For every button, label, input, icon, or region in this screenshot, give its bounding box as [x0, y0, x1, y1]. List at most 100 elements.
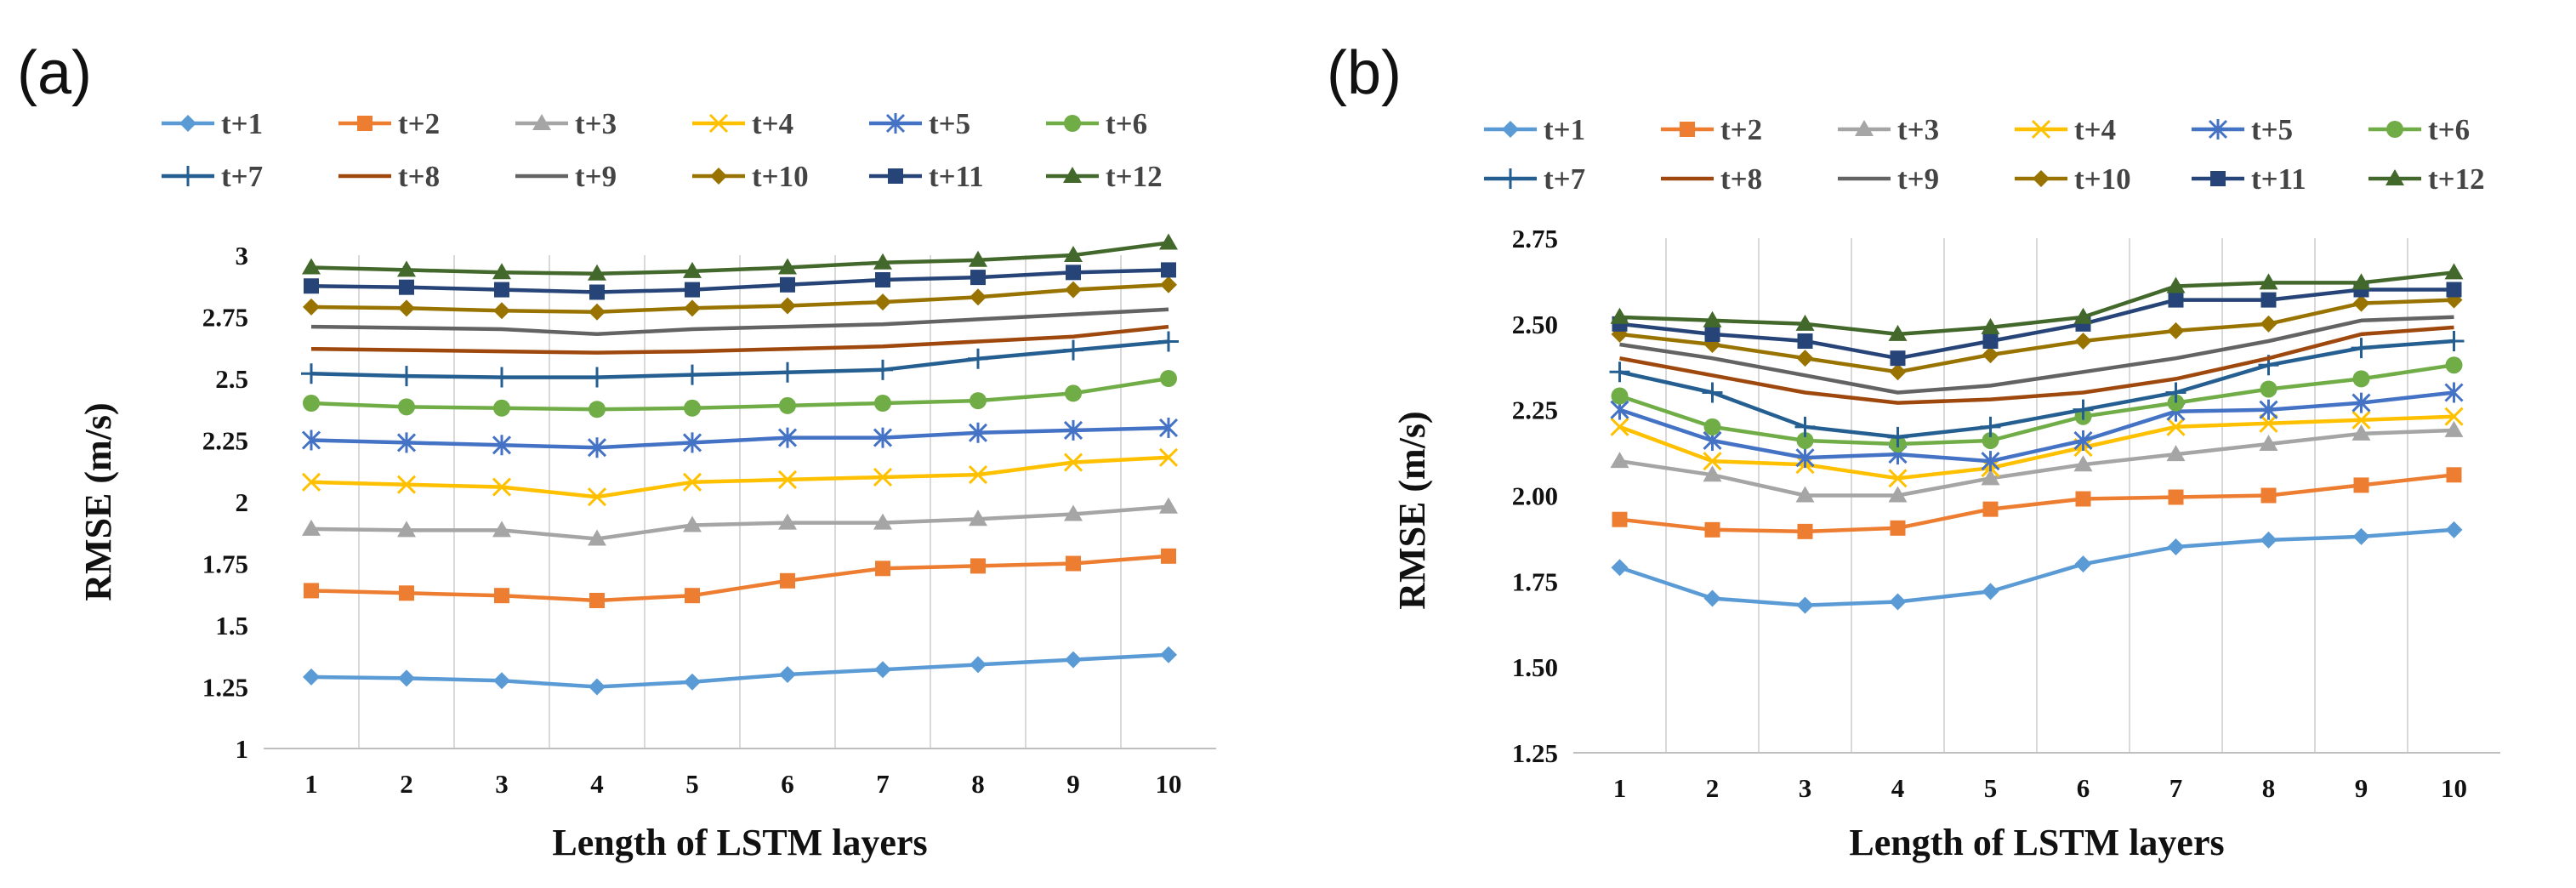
data-point	[588, 529, 606, 546]
series-line	[1618, 362, 2454, 447]
legend-marker	[888, 168, 903, 184]
data-point	[1703, 589, 1721, 607]
data-point	[1702, 382, 1723, 403]
data-point	[1159, 233, 1178, 250]
x-axis-title: Length of LSTM layers	[1849, 822, 2224, 863]
data-point	[970, 656, 987, 674]
legend-item: t+2	[338, 107, 440, 140]
legend-label: t+4	[752, 107, 793, 140]
series-tplus8	[310, 324, 1169, 355]
x-tick-label: 3	[1799, 773, 1812, 803]
data-point	[2260, 292, 2277, 308]
series-tplus2	[304, 548, 1176, 608]
series-tplus9	[310, 307, 1169, 337]
legend-label: t+7	[221, 160, 263, 193]
legend-label: t+2	[398, 107, 440, 140]
y-axis-title: RMSE (m/s)	[1391, 411, 1433, 609]
data-point	[1796, 350, 1814, 367]
data-point	[1797, 523, 1813, 539]
data-point	[1981, 451, 2000, 472]
data-point	[2259, 413, 2278, 433]
data-point	[2444, 420, 2464, 437]
x-tick-label: 5	[1984, 773, 1998, 803]
data-point	[968, 422, 988, 443]
legend: t+1 t+2 t+3 t+4 t+5 t+6 t+7 t+8 t+9 t+10 t+11 t+12	[1484, 113, 2485, 196]
data-point	[2443, 331, 2465, 351]
series-tplus1	[303, 646, 1177, 696]
data-point	[1794, 416, 1816, 437]
x-tick-label: 6	[781, 769, 794, 799]
legend-label: t+1	[221, 107, 263, 140]
series-tplus8	[1619, 325, 2454, 405]
data-point	[684, 673, 701, 691]
y-tick-label: 1.75	[1512, 566, 1558, 596]
legend-marker	[2386, 121, 2403, 138]
series-tplus12	[1610, 263, 2464, 341]
data-point	[1796, 431, 1814, 449]
data-point	[685, 588, 700, 604]
data-point	[2260, 315, 2277, 333]
x-tick-label: 1	[1613, 773, 1627, 803]
legend-item: t+4	[692, 107, 793, 140]
legend-item: t+10	[692, 160, 809, 193]
x-tick-label: 7	[2169, 773, 2183, 803]
legend-label: t+6	[2428, 113, 2470, 146]
data-point	[1161, 262, 1176, 278]
data-point	[2260, 531, 2277, 549]
series-tplus5	[1610, 382, 2464, 472]
data-point	[969, 250, 987, 267]
data-point	[2075, 491, 2091, 507]
data-point	[1063, 339, 1083, 361]
data-point	[2165, 382, 2186, 403]
data-point	[2259, 273, 2278, 290]
legend-marker	[2386, 169, 2404, 185]
data-point	[683, 261, 702, 278]
legend-item: t+11	[869, 160, 984, 193]
data-point	[2260, 380, 2277, 398]
data-point	[777, 361, 798, 383]
legend-label: t+10	[2074, 162, 2131, 196]
series-line	[1619, 315, 2454, 395]
x-tick-label: 5	[685, 769, 699, 799]
y-axis-title: RMSE (m/s)	[77, 402, 119, 601]
legend-item: t+6	[1046, 107, 1147, 140]
x-tick-label: 6	[2077, 773, 2090, 803]
legend-label: t+4	[2074, 113, 2116, 146]
data-point	[2351, 392, 2371, 413]
y-tick-label: 1	[236, 734, 249, 764]
legend-label: t+8	[398, 160, 440, 193]
legend-item: t+8	[338, 160, 440, 193]
legend-item: t+5	[869, 107, 970, 140]
data-point	[301, 363, 321, 384]
series-line	[310, 504, 1169, 541]
legend-label: t+10	[752, 160, 809, 193]
y-tick-label: 2.75	[202, 303, 248, 333]
data-point	[1160, 276, 1177, 293]
series-line	[1619, 325, 2454, 405]
data-point	[779, 297, 796, 315]
data-point	[2445, 356, 2463, 374]
legend-marker	[2033, 170, 2050, 187]
legend-label: t+6	[1106, 107, 1147, 140]
series-tplus7	[301, 331, 1179, 388]
data-point	[1982, 346, 1999, 364]
data-point	[2445, 521, 2463, 538]
data-point	[873, 513, 892, 530]
y-tick-label: 1.75	[202, 549, 248, 579]
legend-marker	[178, 166, 198, 186]
data-point	[2260, 487, 2277, 504]
legend-marker	[1064, 115, 1081, 132]
data-point	[777, 427, 798, 448]
legend-marker	[179, 115, 196, 132]
y-tick-label: 2.25	[202, 426, 248, 456]
data-point	[2446, 467, 2462, 483]
y-tick-label: 2	[236, 487, 249, 517]
legend-label: t+12	[1106, 160, 1163, 193]
data-point	[778, 513, 797, 530]
data-point	[1158, 447, 1179, 467]
data-point	[396, 432, 417, 453]
data-point	[396, 475, 417, 494]
y-tick-label: 1.25	[1512, 738, 1558, 768]
